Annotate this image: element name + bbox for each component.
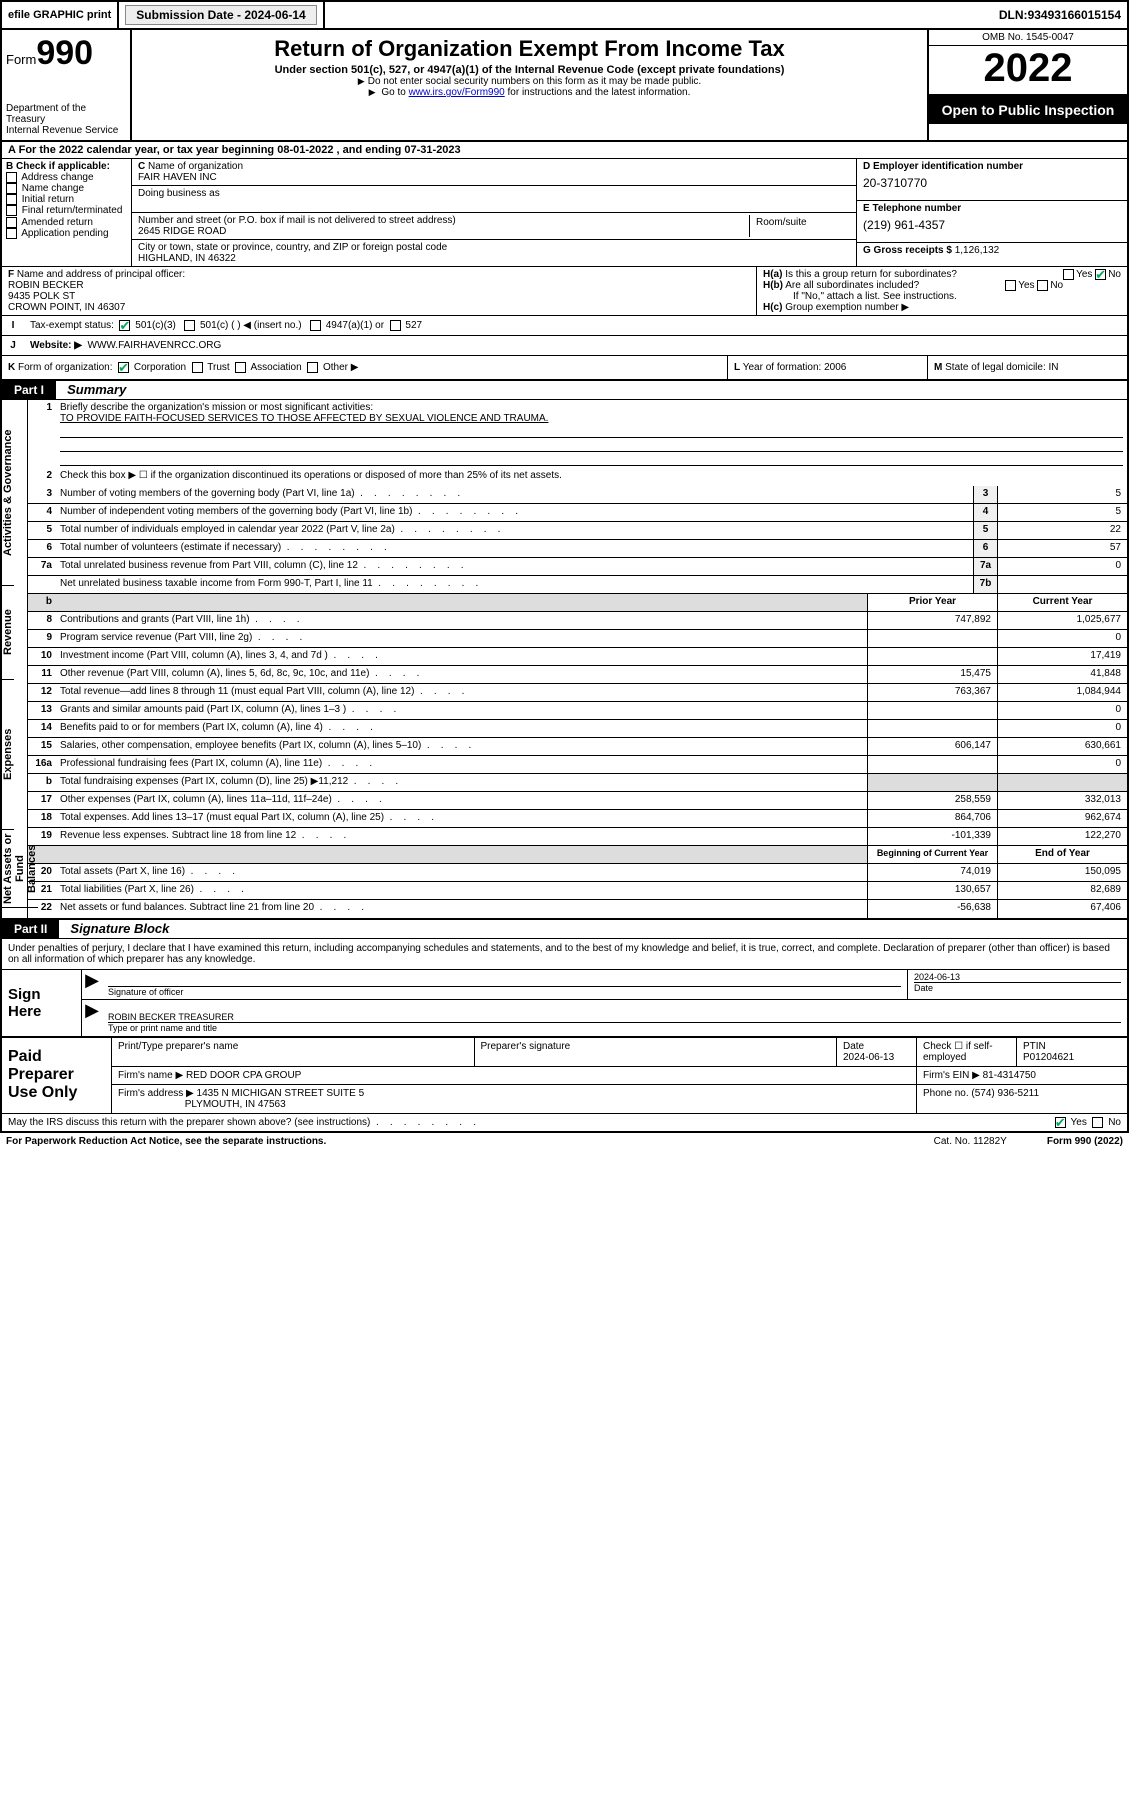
top-bar: efile GRAPHIC print Submission Date - 20… xyxy=(0,0,1129,30)
efile-label: efile GRAPHIC print xyxy=(2,2,119,28)
form-note2: Go to www.irs.gov/Form990 for instructio… xyxy=(142,87,917,98)
part1-header: Part I Summary xyxy=(0,381,1129,400)
summary-row: 18Total expenses. Add lines 13–17 (must … xyxy=(28,810,1127,828)
form-note1: Do not enter social security numbers on … xyxy=(142,76,917,87)
summary-row: 16aProfessional fundraising fees (Part I… xyxy=(28,756,1127,774)
open-to-public: Open to Public Inspection xyxy=(929,96,1127,124)
summary-row: 6Total number of volunteers (estimate if… xyxy=(28,540,1127,558)
summary-row: 12Total revenue—add lines 8 through 11 (… xyxy=(28,684,1127,702)
summary-row: 7aTotal unrelated business revenue from … xyxy=(28,558,1127,576)
section-d: D Employer identification number 20-3710… xyxy=(857,159,1127,266)
submission-date-button[interactable]: Submission Date - 2024-06-14 xyxy=(125,5,316,25)
summary-row: Net unrelated business taxable income fr… xyxy=(28,576,1127,594)
summary-row: 19Revenue less expenses. Subtract line 1… xyxy=(28,828,1127,846)
summary-row: 17Other expenses (Part IX, column (A), l… xyxy=(28,792,1127,810)
form-title: Return of Organization Exempt From Incom… xyxy=(142,36,917,62)
section-fh: F Name and address of principal officer:… xyxy=(0,267,1129,316)
submission-date: Submission Date - 2024-06-14 xyxy=(119,2,324,28)
summary-row: 8Contributions and grants (Part VIII, li… xyxy=(28,612,1127,630)
section-i: I Tax-exempt status: 501(c)(3) 501(c) ( … xyxy=(0,316,1129,336)
header-right: OMB No. 1545-0047 2022 Open to Public In… xyxy=(927,30,1127,140)
irs-link[interactable]: www.irs.gov/Form990 xyxy=(409,87,505,98)
section-c: C Name of organizationFAIR HAVEN INC Doi… xyxy=(132,159,857,266)
summary-row: 9Program service revenue (Part VIII, lin… xyxy=(28,630,1127,648)
summary-row: bTotal fundraising expenses (Part IX, co… xyxy=(28,774,1127,792)
summary-table: Activities & Governance Revenue Expenses… xyxy=(0,400,1129,920)
main-info: B Check if applicable: Address change Na… xyxy=(0,159,1129,267)
sign-here: Sign Here ▶ Signature of officer 2024-06… xyxy=(0,969,1129,1038)
summary-row: 4Number of independent voting members of… xyxy=(28,504,1127,522)
section-klm: K Form of organization: Corporation Trus… xyxy=(0,356,1129,381)
summary-row: 13Grants and similar amounts paid (Part … xyxy=(28,702,1127,720)
section-b: B Check if applicable: Address change Na… xyxy=(2,159,132,266)
header-left: Form990 Department of the Treasury Inter… xyxy=(2,30,132,140)
dept-label: Department of the Treasury Internal Reve… xyxy=(6,103,126,136)
summary-row: 20Total assets (Part X, line 16)74,01915… xyxy=(28,864,1127,882)
section-j: J Website: ▶ WWW.FAIRHAVENRCC.ORG xyxy=(0,336,1129,356)
omb-number: OMB No. 1545-0047 xyxy=(929,30,1127,46)
vertical-tabs: Activities & Governance Revenue Expenses… xyxy=(2,400,28,918)
tax-year-line: A For the 2022 calendar year, or tax yea… xyxy=(0,142,1129,159)
summary-row: 22Net assets or fund balances. Subtract … xyxy=(28,900,1127,918)
header-mid: Return of Organization Exempt From Incom… xyxy=(132,30,927,140)
summary-row: 15Salaries, other compensation, employee… xyxy=(28,738,1127,756)
form-header: Form990 Department of the Treasury Inter… xyxy=(0,30,1129,142)
summary-row: 3Number of voting members of the governi… xyxy=(28,486,1127,504)
footer: For Paperwork Reduction Act Notice, see … xyxy=(0,1133,1129,1150)
sig-intro: Under penalties of perjury, I declare th… xyxy=(0,939,1129,969)
summary-row: 10Investment income (Part VIII, column (… xyxy=(28,648,1127,666)
summary-row: 14Benefits paid to or for members (Part … xyxy=(28,720,1127,738)
paid-preparer: Paid Preparer Use Only Print/Type prepar… xyxy=(0,1038,1129,1114)
summary-row: 5Total number of individuals employed in… xyxy=(28,522,1127,540)
form-subtitle: Under section 501(c), 527, or 4947(a)(1)… xyxy=(142,64,917,76)
summary-row: 21Total liabilities (Part X, line 26)130… xyxy=(28,882,1127,900)
discuss-line: May the IRS discuss this return with the… xyxy=(0,1114,1129,1133)
dln: DLN: 93493166015154 xyxy=(993,2,1127,28)
part2-header: Part II Signature Block xyxy=(0,920,1129,939)
summary-row: 11Other revenue (Part VIII, column (A), … xyxy=(28,666,1127,684)
tax-year: 2022 xyxy=(929,46,1127,96)
